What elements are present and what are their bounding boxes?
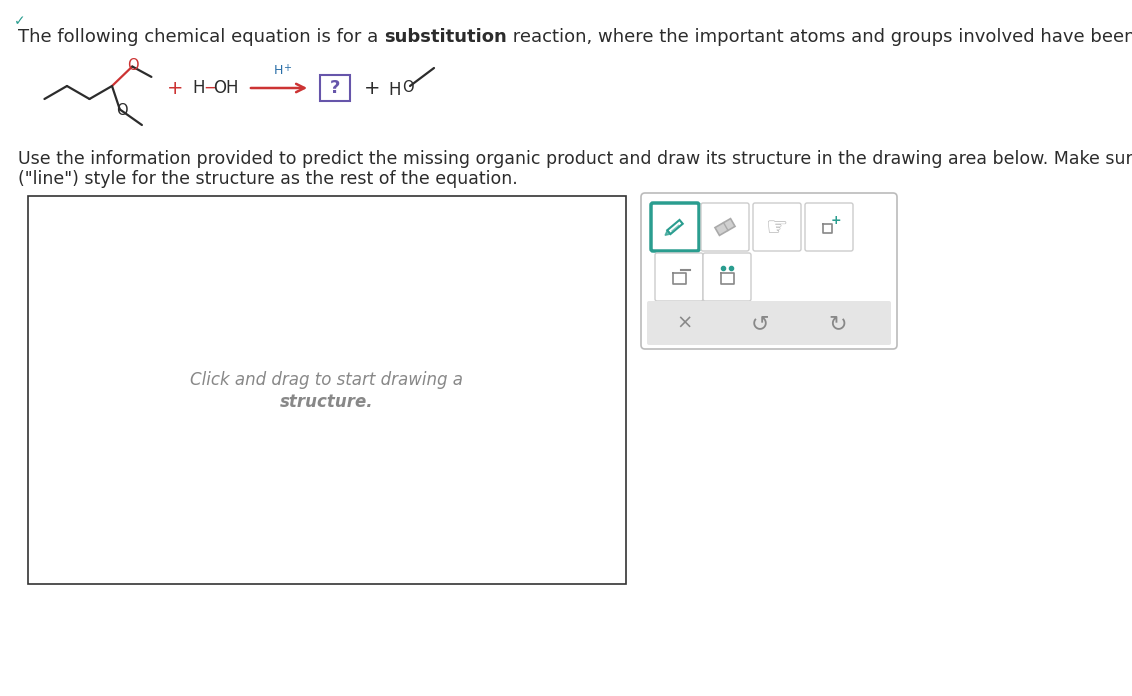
Text: ?: ? [329,79,341,97]
FancyBboxPatch shape [753,203,801,251]
Text: Use the information provided to predict the missing organic product and draw its: Use the information provided to predict … [18,150,1132,168]
Text: +: + [283,63,291,73]
Text: Click and drag to start drawing a: Click and drag to start drawing a [190,371,463,389]
FancyBboxPatch shape [651,203,698,251]
Text: −: − [203,79,217,97]
Text: O: O [115,103,128,118]
FancyBboxPatch shape [641,193,897,349]
Text: O: O [128,58,139,73]
Text: OH: OH [213,79,239,97]
Text: ↻: ↻ [829,314,848,334]
Text: structure.: structure. [281,393,374,411]
Text: substitution: substitution [384,28,507,46]
Text: +: + [166,79,183,97]
Text: ×: × [677,313,693,333]
Text: The following chemical equation is for a: The following chemical equation is for a [18,28,384,46]
Text: H: H [388,81,401,99]
Text: ✓: ✓ [14,14,26,28]
Polygon shape [664,230,670,235]
Text: H: H [192,79,205,97]
Polygon shape [715,219,735,235]
Text: ☞: ☞ [766,216,788,240]
Text: ("line") style for the structure as the rest of the equation.: ("line") style for the structure as the … [18,170,517,188]
FancyBboxPatch shape [648,301,891,345]
Text: ↺: ↺ [751,314,770,334]
FancyBboxPatch shape [701,203,749,251]
Bar [28,196,626,584]
Text: reaction, where the important atoms and groups involved have been highlighted fo: reaction, where the important atoms and … [507,28,1132,46]
Text: O: O [402,79,413,95]
Text: H: H [274,65,283,77]
Text: +: + [363,79,380,97]
FancyBboxPatch shape [320,75,350,101]
Text: +: + [831,214,841,226]
FancyBboxPatch shape [655,253,703,301]
FancyBboxPatch shape [805,203,854,251]
FancyBboxPatch shape [703,253,751,301]
